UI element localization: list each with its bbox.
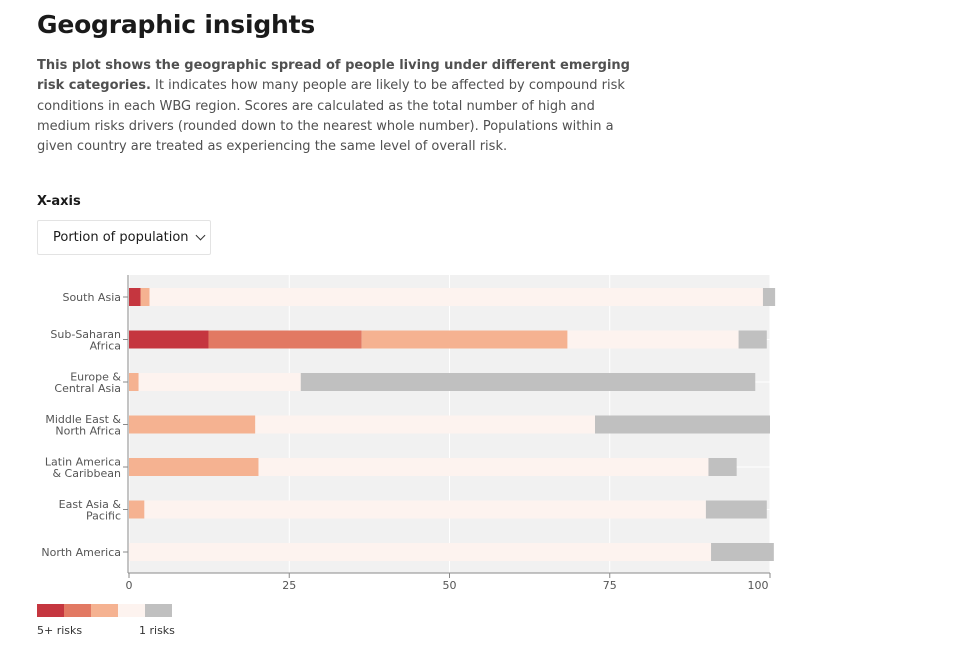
x-tick-label: 75	[603, 579, 617, 592]
bar-segment	[708, 458, 737, 476]
bar-segment	[138, 373, 301, 391]
y-tick-label: Middle East & North Africa	[45, 413, 121, 438]
y-tick-label-line: Middle East &	[45, 413, 121, 426]
bar-segment	[762, 288, 776, 306]
legend-swatch	[37, 604, 64, 617]
bar-segment	[255, 415, 596, 434]
bar-segment	[361, 330, 568, 349]
bar-segment	[258, 458, 709, 476]
bar-segment	[129, 415, 256, 434]
bar-segment	[567, 330, 739, 349]
legend-left-label: 5+ risks	[37, 624, 83, 637]
y-tick-label-line: Africa	[90, 339, 121, 352]
y-tick-label-line: North Africa	[55, 424, 121, 437]
legend-swatch	[145, 604, 172, 617]
chart-description: This plot shows the geographic spread of…	[37, 56, 637, 157]
y-tick-label-line: Europe &	[70, 370, 121, 383]
y-tick-label-line: & Caribbean	[52, 467, 121, 480]
y-tick-label-line: South Asia	[62, 291, 121, 304]
bar-segment	[711, 543, 774, 561]
legend-swatch	[91, 604, 118, 617]
y-tick-label-line: East Asia &	[59, 498, 122, 511]
xaxis-dropdown[interactable]: Portion of population	[37, 220, 211, 255]
y-tick-label-line: North America	[41, 546, 121, 559]
legend-right-label: 1 risks	[139, 624, 175, 637]
bar-segment	[129, 500, 145, 519]
y-tick-label: East Asia & Pacific	[59, 498, 122, 523]
description-rest: It indicates how many people are likely …	[37, 78, 625, 155]
x-tick-label: 50	[443, 579, 457, 592]
bar-segment	[129, 330, 209, 349]
bar-segment	[208, 330, 362, 349]
description-bold: This plot shows the geographic spread of…	[37, 58, 630, 94]
bar-segment	[129, 543, 712, 561]
bar-segment	[595, 415, 770, 434]
y-tick-label-line: Pacific	[86, 509, 121, 522]
legend-swatch	[64, 604, 91, 617]
bar-segment	[140, 288, 150, 306]
y-tick-label: South Asia	[62, 291, 121, 304]
bar-segment	[129, 288, 141, 306]
y-tick-label: Sub-Saharan Africa	[50, 328, 121, 353]
y-tick-label-line: Latin America	[45, 455, 121, 468]
legend-swatch	[118, 604, 145, 617]
y-tick-label: Latin America & Caribbean	[45, 455, 121, 480]
xaxis-dropdown-value: Portion of population	[53, 230, 189, 245]
y-tick-label-line: Sub-Saharan	[50, 328, 121, 341]
legend-swatches	[37, 604, 172, 617]
y-tick-label: North America	[41, 546, 121, 559]
legend: 5+ risks 1 risks	[37, 604, 175, 637]
bar-segment	[300, 373, 756, 391]
bar-segment	[149, 288, 763, 306]
y-tick-label: Europe & Central Asia	[54, 370, 121, 395]
bar-segment	[738, 330, 767, 349]
xaxis-control-label: X-axis	[37, 194, 81, 209]
x-tick-label: 25	[282, 579, 296, 592]
x-tick-label: 0	[126, 579, 133, 592]
x-tick-label: 100	[748, 579, 769, 592]
bar-segment	[705, 500, 767, 519]
bar-segment	[129, 458, 259, 476]
page-title: Geographic insights	[37, 10, 316, 39]
bar-segment	[129, 373, 139, 391]
bar-segment	[144, 500, 706, 519]
y-tick-label-line: Central Asia	[54, 382, 121, 395]
